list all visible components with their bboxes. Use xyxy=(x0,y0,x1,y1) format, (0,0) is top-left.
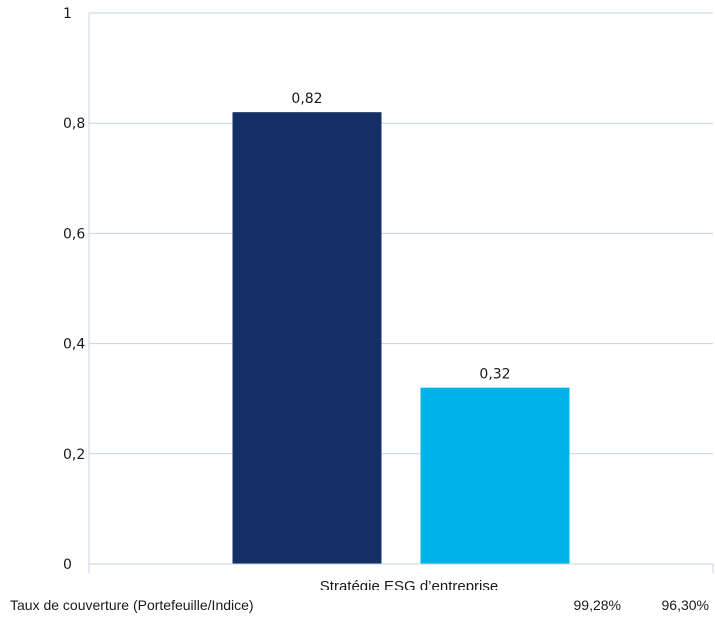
y-axis-tick-labels: 0 0,2 0,4 0,6 0,8 1 xyxy=(63,6,85,573)
gridlines xyxy=(89,12,713,455)
y-tick-label: 0,2 xyxy=(63,447,85,463)
coverage-index-value: 96,30% xyxy=(661,597,709,613)
data-labels: 0,82 0,32 Stratégie ESG d’entreprise xyxy=(291,91,510,590)
y-tick-label: 1 xyxy=(63,6,72,22)
axes xyxy=(88,13,714,573)
bar-value-label: 0,82 xyxy=(291,91,322,107)
coverage-label: Taux de couverture (Portefeuille/Indice) xyxy=(10,597,254,613)
bars xyxy=(232,112,570,565)
y-tick-label: 0,6 xyxy=(63,226,85,242)
bar-value-label: 0,32 xyxy=(479,367,510,383)
bar-chart: 0 0,2 0,4 0,6 0,8 1 0,82 0,32 Stratégie ESG d’e… xyxy=(63,6,714,590)
coverage-portfolio-value: 99,28% xyxy=(573,597,621,613)
y-tick-label: 0,4 xyxy=(63,337,85,353)
bar xyxy=(232,112,382,565)
bar xyxy=(420,387,570,564)
y-tick-label: 0,8 xyxy=(63,116,85,132)
y-tick-label: 0 xyxy=(63,557,72,573)
x-category-label: Stratégie ESG d’entreprise xyxy=(320,578,498,590)
coverage-row: Taux de couverture (Portefeuille/Indice)… xyxy=(10,595,709,615)
